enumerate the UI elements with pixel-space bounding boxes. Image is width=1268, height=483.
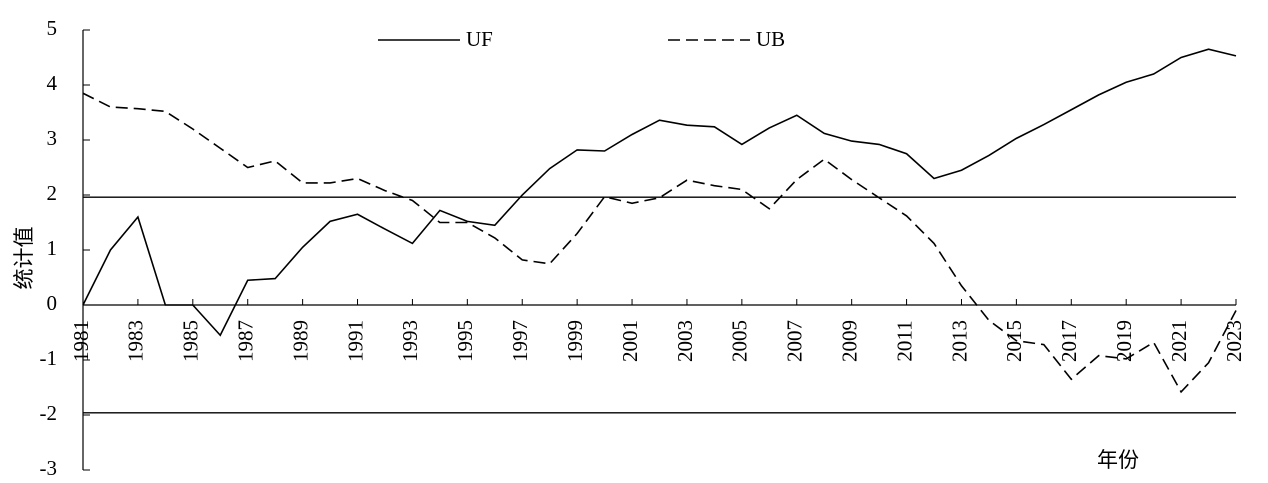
series-line: [82, 48, 1237, 337]
y-tick-label: -2: [40, 401, 58, 425]
x-tick-label: 1991: [343, 320, 367, 362]
x-tick-label: 1987: [234, 320, 258, 362]
x-tick-label: 2009: [837, 320, 861, 362]
x-axis-label: 年份: [1097, 448, 1139, 472]
x-tick-label: 2011: [892, 320, 916, 361]
x-tick-label: 2017: [1057, 320, 1081, 362]
y-tick-label: 3: [47, 126, 58, 150]
x-tick-label: 1993: [398, 320, 422, 362]
x-tick-label: 1981: [69, 320, 93, 362]
x-tick-label: 2001: [618, 320, 642, 362]
y-tick-label: 5: [47, 16, 58, 40]
x-tick-label: 1999: [563, 320, 587, 362]
y-tick-label: 4: [47, 71, 58, 95]
y-tick-label: -3: [40, 456, 58, 480]
x-tick-label: 1983: [124, 320, 148, 362]
x-tick-label: 2013: [947, 320, 971, 362]
y-tick-label: 0: [47, 291, 58, 315]
series-line: [82, 92, 1237, 394]
y-axis-label: 统计值: [12, 227, 36, 290]
x-tick-label: 1989: [288, 320, 312, 362]
x-tick-label: 2003: [673, 320, 697, 362]
y-tick-label: -1: [40, 346, 58, 370]
x-tick-label: 1997: [508, 320, 532, 362]
legend-label: UB: [756, 27, 785, 51]
x-tick-label: 2015: [1002, 320, 1026, 362]
x-tick-label: 1985: [179, 320, 203, 362]
x-tick-label: 1995: [453, 320, 477, 362]
x-tick-label: 2021: [1167, 320, 1191, 362]
y-tick-label: 2: [47, 181, 58, 205]
x-tick-label: 2007: [783, 320, 807, 362]
x-tick-label: 2005: [728, 320, 752, 362]
y-tick-label: 1: [47, 236, 58, 260]
legend-label: UF: [466, 27, 493, 51]
x-tick-label: 2023: [1222, 320, 1246, 362]
